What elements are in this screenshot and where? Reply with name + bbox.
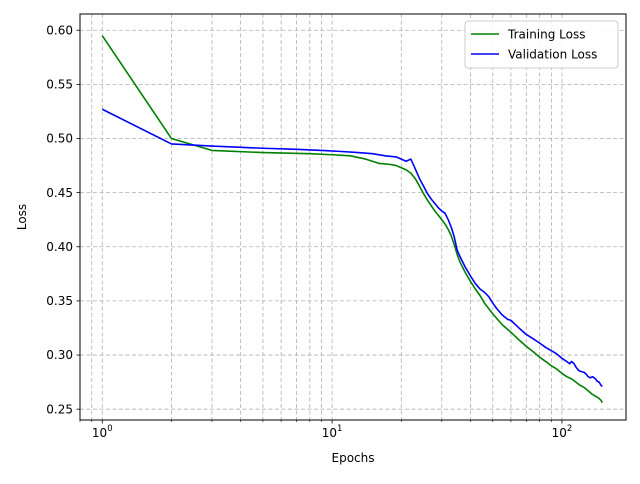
- legend-box: [464, 20, 619, 69]
- x-tick-label: 100: [92, 424, 113, 440]
- legend-label: Validation Loss: [508, 48, 597, 62]
- y-tick-label: 0.35: [46, 294, 73, 308]
- grid-lines: [79, 14, 626, 420]
- y-tick-label: 0.50: [46, 132, 73, 146]
- y-tick-label: 0.25: [46, 402, 73, 416]
- y-axis-label: Loss: [15, 204, 29, 230]
- y-tick-label: 0.30: [46, 348, 73, 362]
- x-tick-label: 101: [322, 424, 343, 440]
- x-tick-label: 102: [552, 424, 573, 440]
- plot-series: [101, 35, 604, 404]
- y-tick-label: 0.55: [46, 78, 73, 92]
- legend: Training Loss Validation Loss: [464, 20, 619, 69]
- legend-label: Training Loss: [507, 28, 585, 42]
- y-tick-label: 0.60: [46, 23, 73, 37]
- series-line-validation: [101, 108, 603, 388]
- axes-frame: [79, 13, 627, 421]
- axis-ticks: 100 101 102 0.25 0.30 0.35 0.40 0.45 0.50 0.55 0.6…: [46, 23, 572, 440]
- y-tick-label: 0.45: [46, 186, 73, 200]
- y-tick-label: 0.40: [46, 240, 73, 254]
- x-axis-label: Epochs: [332, 451, 375, 465]
- series-line-training: [101, 35, 604, 404]
